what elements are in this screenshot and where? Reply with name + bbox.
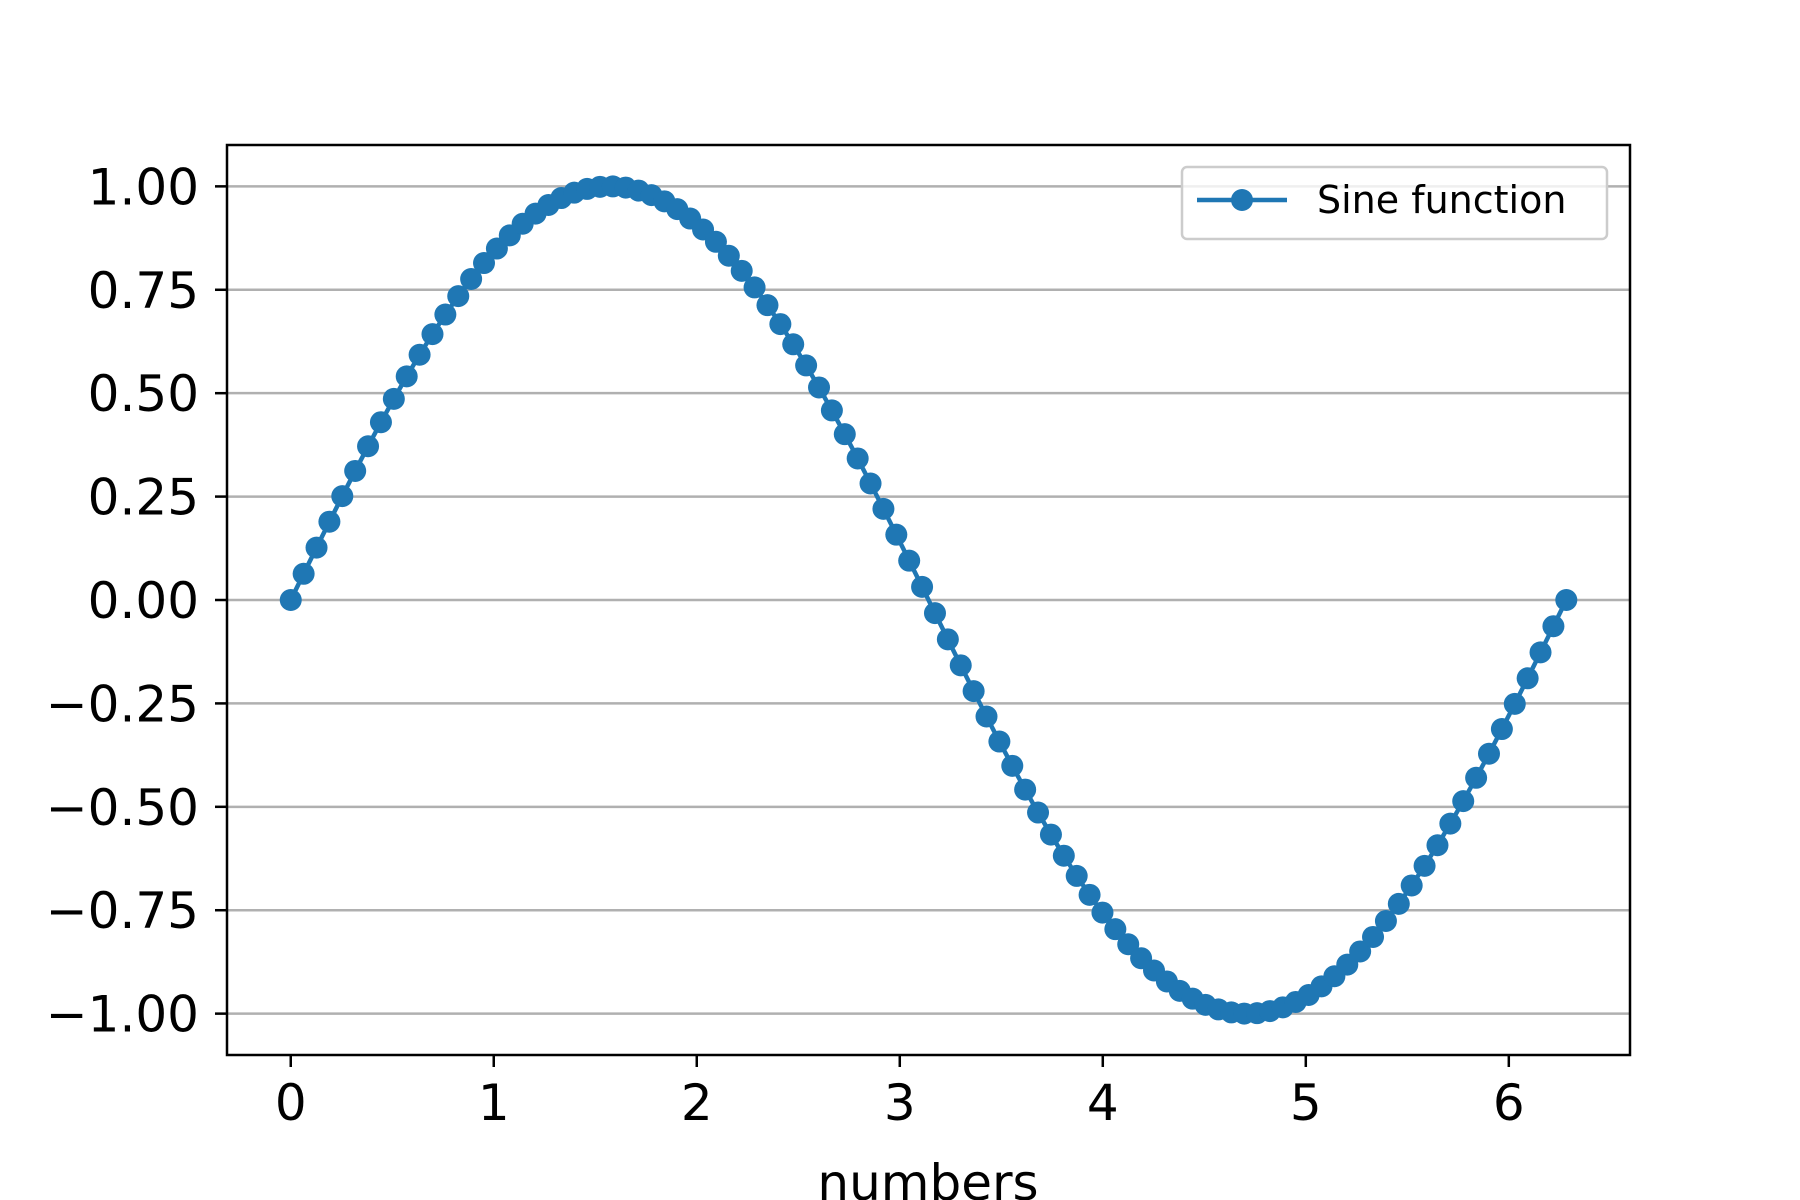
data-point: [434, 303, 457, 326]
series-layer: [279, 175, 1578, 1025]
data-point: [382, 387, 405, 410]
x-axis: 0 1 2 3 4 5 6: [275, 1055, 1525, 1132]
data-point: [344, 459, 367, 482]
data-point: [1490, 718, 1513, 741]
y-tick-label: 0.50: [88, 365, 199, 423]
x-axis-label: numbers: [817, 1154, 1038, 1200]
data-point: [872, 497, 895, 520]
data-point: [795, 354, 818, 377]
x-tick-label: 1: [478, 1074, 510, 1132]
data-point: [704, 230, 727, 253]
y-tick-label: 1.00: [88, 158, 199, 216]
data-point: [1104, 918, 1127, 941]
data-point: [756, 294, 779, 317]
y-axis: 1.00 0.75 0.50 0.25 0.00 −0.25 −0.50 −0.75 −1.00: [46, 158, 227, 1044]
data-point: [408, 343, 431, 366]
data-point: [331, 485, 354, 508]
data-point: [395, 365, 418, 388]
data-point: [1001, 754, 1024, 777]
x-tick-label: 3: [884, 1074, 916, 1132]
legend-marker-sample: [1231, 189, 1253, 211]
data-point: [782, 333, 805, 356]
data-point: [833, 423, 856, 446]
data-point: [1362, 925, 1385, 948]
data-point: [1477, 742, 1500, 765]
data-point: [292, 562, 315, 585]
data-point: [421, 323, 444, 346]
data-point: [1452, 790, 1475, 813]
data-point: [911, 575, 934, 598]
data-point: [1413, 854, 1436, 877]
data-point: [1503, 692, 1526, 715]
x-tick-label: 5: [1290, 1074, 1322, 1132]
legend-box: [1180, 165, 1609, 241]
y-tick-label: 0.25: [88, 469, 199, 527]
data-point: [1555, 589, 1578, 611]
data-point: [305, 536, 328, 559]
data-point: [1349, 940, 1372, 963]
data-point: [1426, 834, 1449, 857]
data-point: [988, 730, 1011, 753]
y-tick-label: 0.75: [88, 262, 199, 320]
data-point: [357, 435, 380, 458]
data-point: [898, 549, 921, 572]
data-point: [473, 252, 496, 275]
grid-lines: [227, 185, 1630, 1015]
data-point: [1516, 667, 1539, 690]
x-tick-label: 6: [1493, 1074, 1525, 1132]
data-point: [1542, 615, 1565, 638]
data-point: [1465, 766, 1488, 789]
data-point: [820, 399, 843, 422]
data-point: [1529, 641, 1552, 664]
data-point: [808, 376, 831, 399]
data-point: [1078, 883, 1101, 906]
data-point: [846, 447, 869, 470]
data-point: [1387, 892, 1410, 915]
data-point: [962, 680, 985, 703]
legend: Sine function: [1180, 165, 1609, 241]
data-point: [279, 589, 302, 611]
y-tick-label: 0.00: [88, 572, 199, 630]
data-point: [1014, 778, 1037, 801]
data-point: [1091, 901, 1114, 924]
data-point: [1027, 801, 1050, 824]
data-point: [975, 705, 998, 728]
data-point: [730, 259, 753, 282]
data-point: [460, 267, 483, 290]
data-point: [717, 244, 740, 267]
data-point: [447, 285, 470, 308]
data-point: [1439, 812, 1462, 835]
data-point: [1052, 844, 1075, 867]
data-point: [318, 510, 341, 533]
y-tick-label: −0.50: [46, 779, 199, 837]
legend-entry-sine-function: Sine function: [1317, 178, 1566, 222]
data-point: [1039, 823, 1062, 846]
y-tick-label: −0.75: [46, 882, 199, 940]
data-point: [1117, 933, 1140, 956]
x-tick-label: 2: [681, 1074, 713, 1132]
x-tick-label: 0: [275, 1074, 307, 1132]
data-point: [743, 276, 766, 299]
data-point: [769, 313, 792, 336]
x-tick-label: 4: [1087, 1074, 1119, 1132]
data-point: [885, 523, 908, 546]
y-tick-label: −1.00: [46, 986, 199, 1044]
data-point: [923, 602, 946, 625]
data-point: [859, 472, 882, 495]
data-point: [949, 654, 972, 677]
data-point: [936, 628, 959, 651]
data-point: [369, 411, 392, 434]
data-point: [1374, 910, 1397, 933]
data-point: [1400, 874, 1423, 897]
data-point: [1065, 864, 1088, 887]
y-tick-label: −0.25: [46, 675, 199, 733]
